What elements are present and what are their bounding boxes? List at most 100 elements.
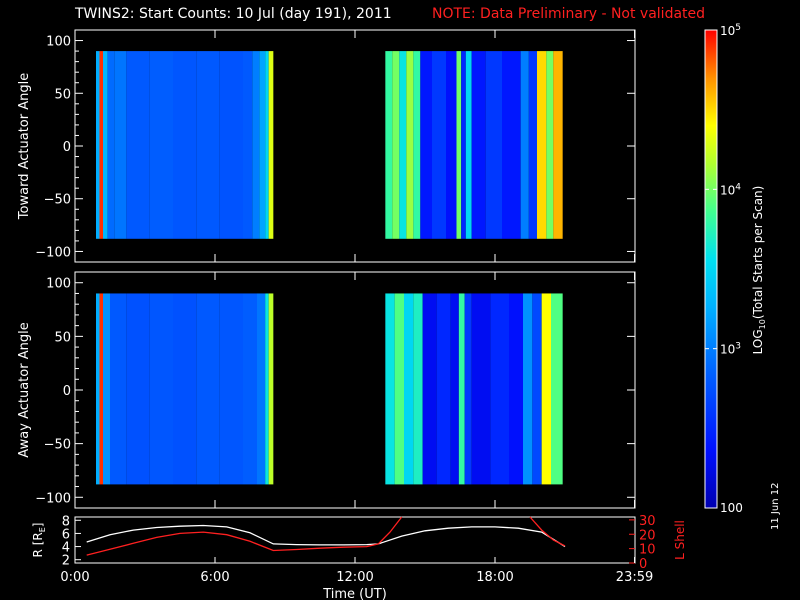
away-heatmap-cells (96, 293, 563, 485)
heatmap-column (432, 51, 446, 239)
y-tick-label: 0 (63, 384, 71, 399)
heatmap-column (243, 51, 253, 239)
y-tick-label: 100 (46, 35, 71, 50)
heatmap-column (173, 51, 197, 239)
y-tick-label: −100 (35, 491, 71, 506)
heatmap-column (461, 51, 466, 239)
heatmap-column (126, 293, 150, 485)
heatmap-column (103, 293, 110, 485)
heatmap-column (196, 51, 220, 239)
colorbar-tick-label: 104 (720, 182, 741, 197)
y-tick-label: −50 (44, 438, 71, 453)
heatmap-column (471, 51, 486, 239)
heatmap-column (509, 293, 523, 485)
heatmap-column (464, 293, 472, 485)
time-axis-label: Time (UT) (322, 587, 387, 600)
heatmap-column (173, 293, 197, 485)
heatmap-column (252, 51, 260, 239)
lshell-tick-label: 10 (639, 543, 656, 558)
heatmap-column (458, 293, 465, 485)
heatmap-column (532, 293, 542, 485)
heatmap-column (219, 51, 243, 239)
time-tick-label: 23:59 (616, 570, 653, 585)
time-tick-label: 6:00 (200, 570, 229, 585)
lshell-tick-label: 20 (639, 528, 656, 543)
heatmap-column (99, 293, 103, 485)
figure-title: TWINS2: Start Counts: 10 Jul (day 191), … (0, 6, 800, 26)
heatmap-column (413, 293, 423, 485)
colorbar: 105 104 103 100 LOG10(Total Starts per Scan… (704, 23, 767, 515)
y-tick-label: 100 (46, 277, 71, 292)
orbit-panel-frame (74, 516, 636, 564)
away-heatmap-panel: 100 50 0 −50 −100 Away Actuator Angle (17, 271, 636, 509)
colorbar-tick-label: 100 (720, 501, 743, 515)
y-tick-label: 50 (54, 87, 71, 102)
heatmap-column (257, 293, 266, 485)
away-y-axis: 100 50 0 −50 −100 (35, 271, 635, 509)
colorbar-label: LOG10(Total Starts per Scan) (751, 186, 767, 355)
heatmap-column (399, 51, 407, 239)
r-tick-label: 2 (62, 554, 70, 569)
heatmap-column (196, 293, 220, 485)
time-tick-label: 18:00 (476, 570, 513, 585)
heatmap-column (436, 293, 451, 485)
heatmap-column (456, 51, 462, 239)
heatmap-column (420, 51, 432, 239)
heatmap-column (465, 51, 472, 239)
r-axis-label: R [RE] (31, 523, 47, 558)
heatmap-column (126, 51, 150, 239)
heatmap-column (107, 51, 115, 239)
y-tick-label: 0 (63, 140, 71, 155)
orbit-lines (86, 516, 566, 556)
toward-x-ticks (74, 30, 636, 262)
colorbar-tick-label: 105 (720, 23, 741, 38)
lshell-tick-label: 0 (639, 557, 647, 572)
toward-heatmap-panel: 100 50 0 −50 −100 Toward Actuator Angle (17, 29, 636, 263)
heatmap-column (490, 293, 509, 485)
heatmap-column (446, 51, 457, 239)
heatmap-column (541, 293, 551, 485)
heatmap-column (103, 51, 108, 239)
heatmap-column (551, 293, 563, 485)
heatmap-column (96, 51, 100, 239)
radius-line (86, 524, 566, 548)
heatmap-column (406, 51, 414, 239)
heatmap-column (528, 51, 537, 239)
title-note: NOTE: Data Preliminary - Not validated (432, 6, 706, 22)
colorbar-ticks: 105 104 103 100 (705, 23, 743, 515)
heatmap-column (268, 293, 274, 485)
y-tick-label: 50 (54, 330, 71, 345)
heatmap-column (385, 293, 395, 485)
heatmap-column (392, 51, 400, 239)
lshell-line (86, 516, 403, 556)
heatmap-column (219, 293, 243, 485)
heatmap-column (265, 293, 269, 485)
heatmap-column (471, 293, 491, 485)
heatmap-column (385, 51, 393, 239)
toward-y-label: Toward Actuator Angle (17, 73, 32, 220)
time-tick-label: 0:00 (60, 570, 89, 585)
r-tick-label: 4 (62, 541, 70, 556)
r-tick-label: 8 (62, 514, 70, 529)
heatmap-column (502, 51, 521, 239)
heatmap-column (243, 293, 257, 485)
heatmap-column (394, 293, 404, 485)
time-tick-label: 12:00 (336, 570, 373, 585)
heatmap-column (265, 51, 269, 239)
toward-heatmap-cells (96, 51, 563, 239)
r-tick-label: 6 (62, 527, 70, 542)
heatmap-column (537, 51, 547, 239)
heatmap-column (99, 51, 103, 239)
heatmap-column (114, 51, 127, 239)
lshell-axis-label: L Shell (673, 520, 687, 560)
colorbar-gradient (705, 30, 717, 508)
colorbar-frame (704, 29, 718, 509)
colorbar-tick-label: 103 (720, 342, 741, 357)
heatmap-column (422, 293, 437, 485)
heatmap-column (110, 293, 127, 485)
y-tick-label: −50 (44, 193, 71, 208)
